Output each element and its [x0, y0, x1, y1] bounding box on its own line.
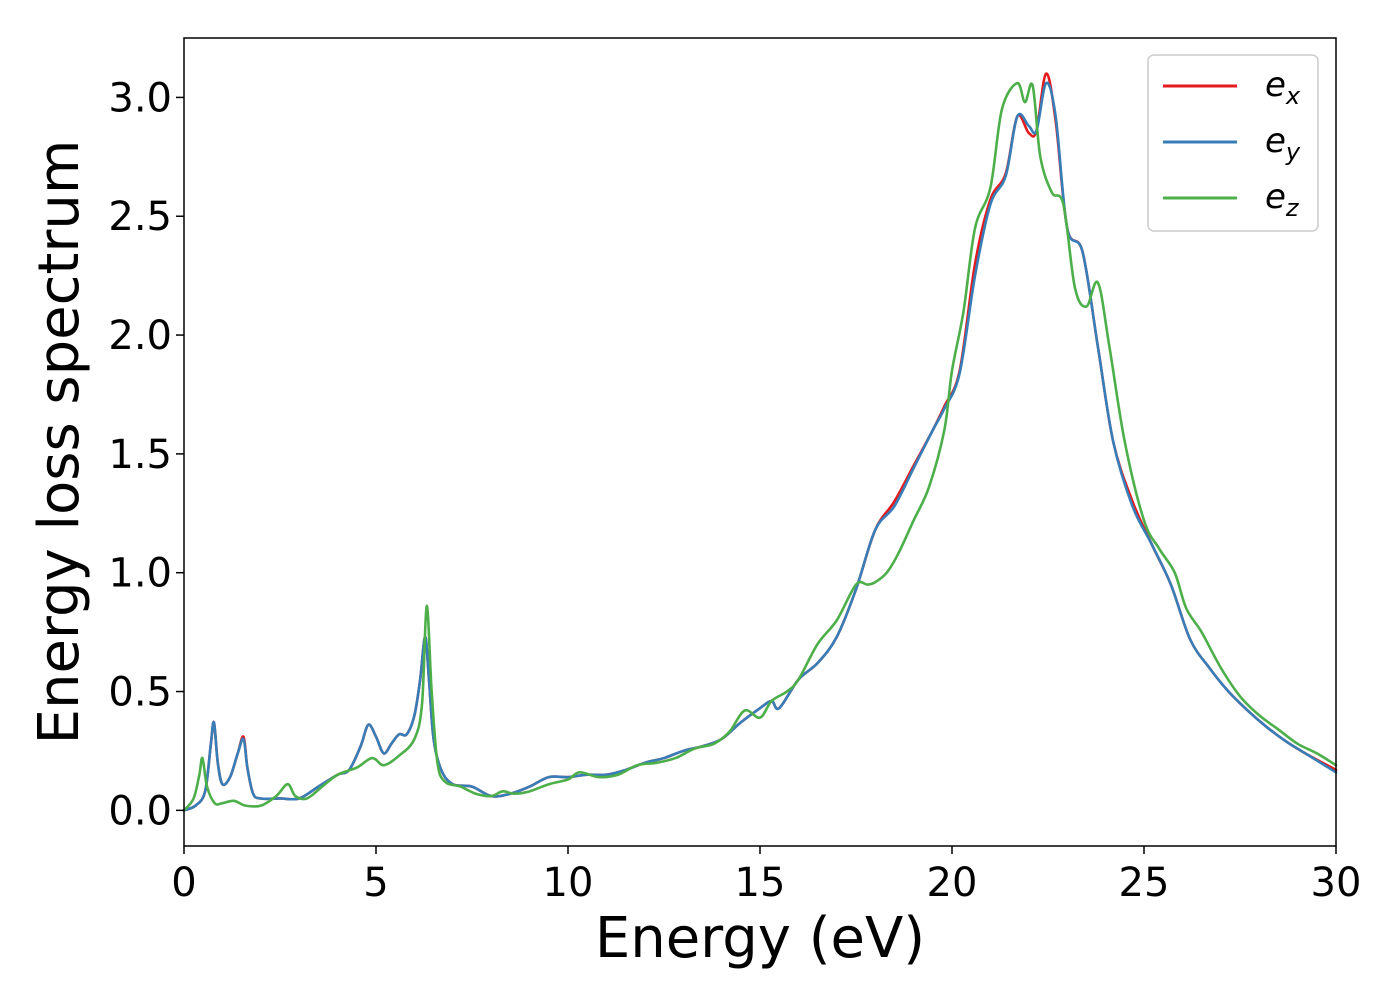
y-tick-label: 0.5: [108, 670, 172, 716]
x-tick-label: 20: [927, 860, 978, 906]
legend-label-y: ey: [1265, 121, 1301, 166]
ticks-layer: 0 5 10 15 20 25 30 0.0 0.5 1.0 1.5 2.0 2.5 3.0: [108, 75, 1361, 906]
y-tick-label: 1.0: [108, 551, 172, 597]
y-tick-label: 0.0: [108, 788, 172, 834]
y-tick-label: 3.0: [108, 75, 172, 121]
x-tick-label: 15: [735, 860, 786, 906]
y-tick-label: 2.5: [108, 194, 172, 240]
x-tick-label: 30: [1311, 860, 1362, 906]
x-tick-label: 10: [543, 860, 594, 906]
legend-label-z: ez: [1265, 177, 1300, 222]
y-tick-label: 1.5: [108, 432, 172, 478]
x-tick-label: 5: [363, 860, 388, 906]
series-line-e-z: [182, 81, 1338, 812]
x-axis-label: Energy (eV): [595, 906, 925, 971]
y-axis-label: Energy loss spectrum: [27, 140, 92, 745]
y-tick-label: 2.0: [108, 313, 172, 359]
x-tick-label: 0: [171, 860, 196, 906]
legend-label-x: ex: [1265, 65, 1301, 110]
series-layer: [182, 72, 1338, 812]
x-tick-label: 25: [1119, 860, 1170, 906]
plot-area: [184, 38, 1336, 846]
legend: ex ey ez: [1147, 54, 1319, 232]
